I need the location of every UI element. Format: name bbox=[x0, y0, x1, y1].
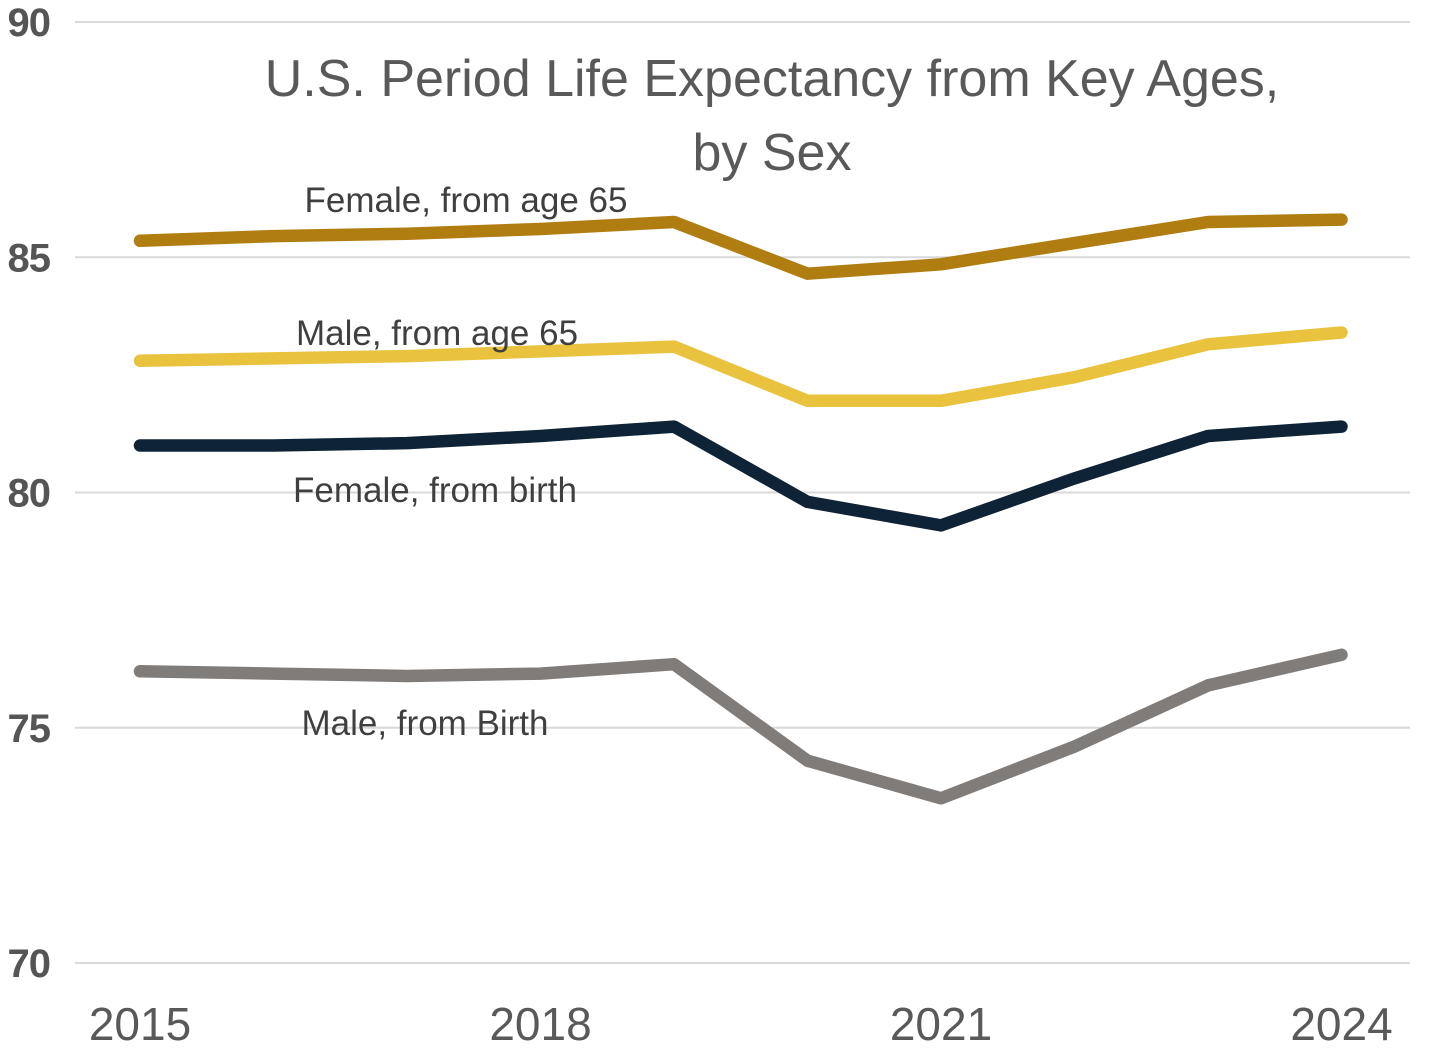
gridlines-group bbox=[75, 21, 1410, 964]
y-tick-label-90: 90 bbox=[8, 1, 51, 45]
series-label-male-from-birth: Male, from Birth bbox=[302, 704, 549, 743]
x-axis-tick-labels: 2015 2018 2021 2024 bbox=[89, 998, 1393, 1050]
chart-title: U.S. Period Life Expectancy from Key Age… bbox=[92, 42, 1452, 190]
series-label-female-from-birth: Female, from birth bbox=[293, 471, 577, 510]
x-tick-label-2015: 2015 bbox=[89, 998, 191, 1050]
y-tick-label-70: 70 bbox=[8, 942, 51, 986]
series-labels-group: Female, from age 65 Male, from age 65 Fema… bbox=[293, 181, 627, 743]
chart-title-line1: U.S. Period Life Expectancy from Key Age… bbox=[264, 50, 1280, 108]
y-axis-tick-labels: 70 75 80 85 90 bbox=[8, 1, 52, 986]
series-line-female-from-age-65 bbox=[133, 213, 1348, 280]
chart-title-line2: by Sex bbox=[692, 124, 852, 182]
series-line-male-from-age-65 bbox=[133, 326, 1348, 408]
series-lines-group bbox=[133, 213, 1348, 805]
x-tick-label-2024: 2024 bbox=[1290, 998, 1392, 1050]
y-tick-label-85: 85 bbox=[8, 236, 51, 280]
series-label-male-from-age-65: Male, from age 65 bbox=[296, 314, 578, 353]
x-tick-label-2018: 2018 bbox=[489, 998, 591, 1050]
series-line-female-from-birth bbox=[133, 420, 1348, 532]
series-line-male-from-birth bbox=[133, 648, 1348, 805]
y-tick-label-75: 75 bbox=[8, 707, 51, 751]
series-label-female-from-age-65: Female, from age 65 bbox=[305, 181, 628, 220]
y-tick-label-80: 80 bbox=[8, 472, 51, 516]
x-tick-label-2021: 2021 bbox=[890, 998, 992, 1050]
